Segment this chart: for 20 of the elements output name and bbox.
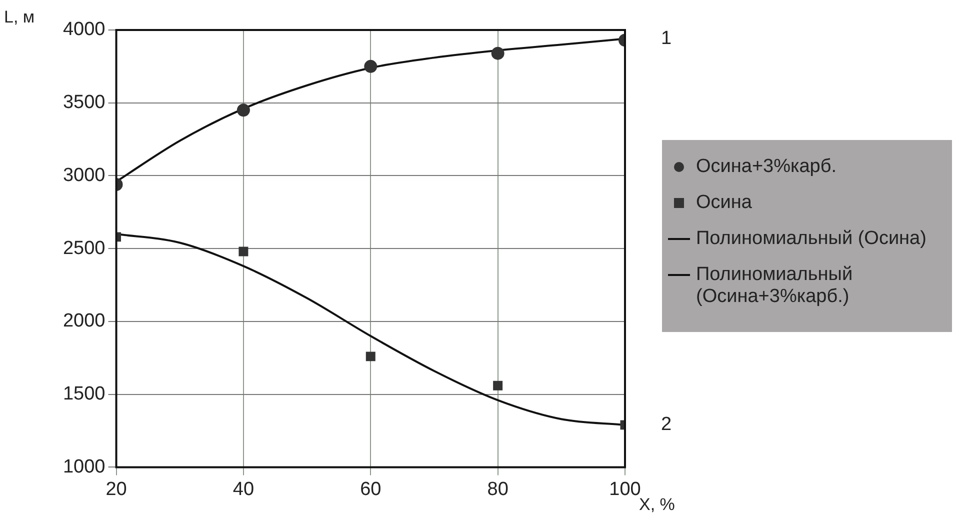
x-axis-title: X, % xyxy=(639,494,675,514)
annotation: 1 xyxy=(661,28,672,49)
legend-label: Полиномиальный (Осина+3%карб.) xyxy=(696,264,854,308)
legend-label: Осина xyxy=(696,192,752,214)
y-tick-label: 2500 xyxy=(62,238,106,259)
y-axis-title: L, м xyxy=(4,8,35,27)
x-tick-label: 40 xyxy=(232,478,254,500)
y-tick-label: 3500 xyxy=(62,92,106,114)
y-tick-label: 4000 xyxy=(62,19,106,40)
y-tick-label: 1500 xyxy=(62,384,106,405)
legend-label: Полиномиальный (Осина) xyxy=(696,228,926,250)
legend-label: Осина+3%карб. xyxy=(696,156,837,178)
annotation: 2 xyxy=(661,414,672,436)
x-tick-label: 20 xyxy=(106,478,127,500)
y-tick-label: 1000 xyxy=(62,456,106,478)
y-tick-label: 3000 xyxy=(62,164,106,186)
x-tick-label: 80 xyxy=(487,478,508,500)
x-tick-label: 60 xyxy=(360,478,382,500)
y-tick-label: 2000 xyxy=(62,310,106,332)
x-tick-label: 100 xyxy=(609,478,641,500)
